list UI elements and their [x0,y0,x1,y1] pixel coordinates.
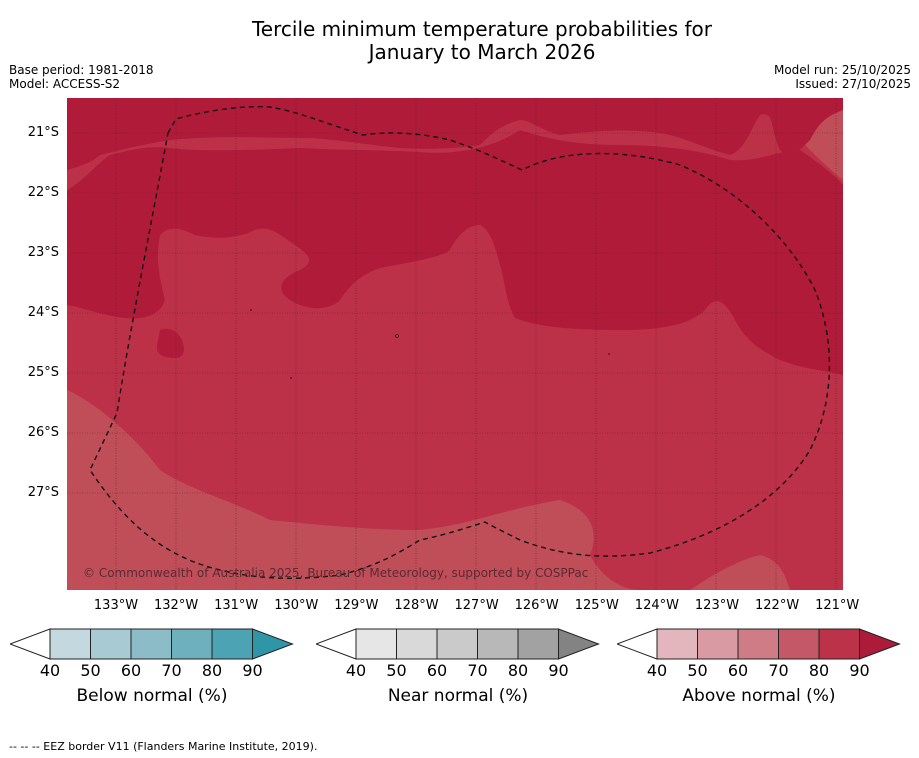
eez-border [89,105,831,579]
band-80-90 [67,98,843,375]
longitude-label: 123°W [694,598,740,613]
colorbar-segment [171,628,213,660]
longitude-label: 121°W [815,598,860,613]
colorbar-segment [355,628,397,660]
colorbar-segment [778,628,820,660]
longitude-label: 125°W [574,598,619,613]
island-marker [608,353,610,355]
colorbar-segment [737,628,779,660]
colorbar-tick-label: 90 [548,661,569,680]
colorbar [316,628,600,660]
band-60-70-right [690,555,790,590]
longitude-label: 126°W [514,598,559,613]
latitude-label: 23°S [27,245,59,260]
colorbar-tick-label: 80 [201,661,223,680]
colorbar-tick-label: 90 [849,661,870,680]
gridlines [67,98,843,590]
island-marker [250,309,252,311]
colorbar-tick-label: 60 [426,661,448,680]
colorbar-tick-label: 80 [808,661,830,680]
colorbar-segment [90,628,132,660]
island-marker [290,377,292,379]
colorbar-segment [656,628,698,660]
colorbar-low-extension [316,628,357,660]
meta-left: Base period: 1981-2018 Model: ACCESS-S2 [9,63,154,91]
latitude-label: 25°S [27,365,59,380]
colorbar-high-extension [558,628,600,660]
longitude-label: 124°W [634,598,679,613]
colorbar-tick-label: 50 [687,661,708,680]
longitude-label: 127°W [454,598,499,613]
longitude-label: 133°W [93,598,139,613]
colorbar-tick-label: 70 [768,661,789,680]
latitude-label: 22°S [27,185,59,200]
base-period: Base period: 1981-2018 [9,63,154,77]
longitude-label: 122°W [755,598,800,613]
colorbar-segment [477,628,519,660]
colorbar-segment [396,628,438,660]
copyright-text: © Commonwealth of Australia 2025, Bureau… [83,566,589,580]
colorbar-title: Near normal (%) [387,686,529,706]
colorbar-tick-label: 60 [727,661,749,680]
title-line-1: Tercile minimum temperature probabilitie… [251,17,713,41]
longitude-label: 129°W [334,598,379,613]
colorbar-tick-label: 90 [242,661,263,680]
band-60-70 [67,390,640,590]
colorbar-tick-label: 40 [646,661,668,680]
colorbar-segment [697,628,739,660]
model-name: Model: ACCESS-S2 [9,77,121,91]
issued-date: Issued: 27/10/2025 [795,77,911,91]
colorbar [10,628,294,660]
latitude-label: 24°S [27,305,59,320]
colorbar-tick-label: 40 [39,661,61,680]
colorbar-tick-label: 50 [80,661,101,680]
longitude-label: 130°W [274,598,319,613]
colorbar-segment [517,628,559,660]
longitude-label: 131°W [214,598,259,613]
island-marker [395,334,399,338]
meta-right: Model run: 25/10/2025 Issued: 27/10/2025 [774,63,911,91]
colorbar-tick-label: 60 [120,661,142,680]
colorbar-segment [818,628,860,660]
eez-footer-note: -- -- -- EEZ border V11 (Flanders Marine… [9,740,318,753]
colorbar-tick-label: 50 [386,661,407,680]
chart-title: Tercile minimum temperature probabilitie… [0,18,919,64]
colorbar-title: Above normal (%) [682,686,836,706]
latitude-label: 26°S [27,425,59,440]
longitude-label: 128°W [394,598,439,613]
colorbar-low-extension [10,628,51,660]
colorbar-segment [436,628,478,660]
colorbar-high-extension [859,628,901,660]
colorbar-low-extension [617,628,658,660]
colorbar [617,628,901,660]
colorbar-tick-label: 70 [161,661,182,680]
title-line-2: January to March 2026 [368,40,596,64]
colorbar-tick-label: 70 [467,661,488,680]
colorbar-title: Below normal (%) [76,686,228,706]
latitude-label: 27°S [27,485,59,500]
latitude-label: 21°S [27,125,59,140]
model-run: Model run: 25/10/2025 [773,63,911,77]
colorbar-segment [211,628,253,660]
colorbar-segment [130,628,172,660]
colorbar-tick-label: 80 [507,661,529,680]
band-80-90-spot [156,328,184,358]
colorbar-tick-label: 40 [345,661,367,680]
colorbar-segment [49,628,91,660]
colorbar-high-extension [252,628,294,660]
longitude-label: 132°W [154,598,199,613]
